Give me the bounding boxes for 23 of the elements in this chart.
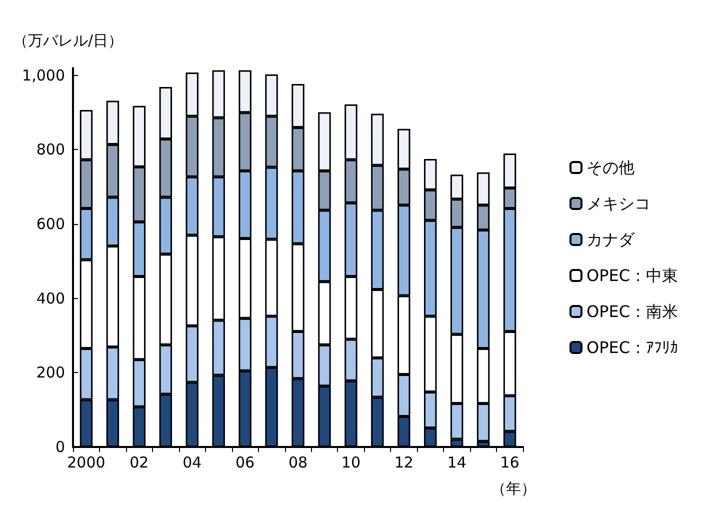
x-tick-label: 12: [394, 454, 414, 472]
y-tick-label: 800: [36, 140, 65, 159]
y-tick-label: 1,000: [22, 66, 65, 84]
x-tick-label: 06: [236, 454, 255, 472]
y-tick-label: 200: [36, 364, 65, 382]
x-tick-label: 16: [500, 454, 520, 472]
x-tick-label: 14: [447, 454, 466, 472]
x-tick-label: 08: [288, 454, 308, 472]
legend-label: OPEC：南米: [586, 302, 678, 321]
y-tick-label: 400: [36, 289, 65, 308]
legend-label: OPEC：中東: [586, 266, 678, 285]
y-tick-label: 600: [36, 215, 65, 234]
y-tick-label: 0: [55, 438, 65, 456]
legend-label: メキシコ: [586, 194, 650, 213]
x-tick-label: 2000: [67, 454, 106, 472]
legend-label: OPEC：ｱﾌﾘｶ: [586, 338, 678, 357]
x-tick-label: 04: [182, 454, 202, 472]
legend-label: カナダ: [586, 230, 636, 249]
x-tick-label: 02: [130, 454, 149, 472]
x-tick-label: 10: [341, 454, 360, 472]
legend-label: その他: [586, 158, 634, 177]
y-axis-title: （万バレル/日）: [13, 32, 124, 50]
x-axis-title: （年）: [491, 480, 536, 498]
